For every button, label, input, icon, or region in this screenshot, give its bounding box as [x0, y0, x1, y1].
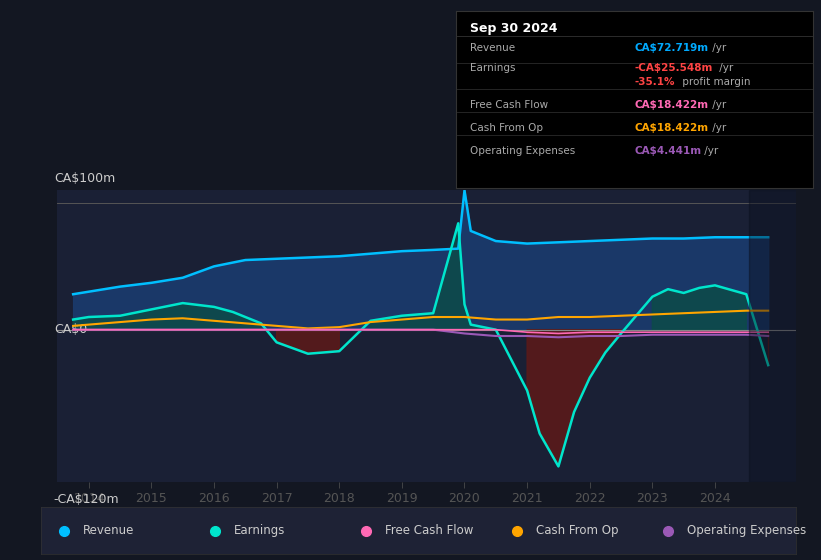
- Text: Revenue: Revenue: [470, 43, 515, 53]
- Text: Cash From Op: Cash From Op: [536, 524, 618, 537]
- Text: -CA$120m: -CA$120m: [54, 493, 119, 506]
- Text: CA$72.719m: CA$72.719m: [635, 43, 709, 53]
- Text: /yr: /yr: [709, 100, 726, 110]
- Text: CA$100m: CA$100m: [54, 171, 115, 185]
- Text: CA$4.441m: CA$4.441m: [635, 146, 701, 156]
- Text: Revenue: Revenue: [83, 524, 134, 537]
- Text: -35.1%: -35.1%: [635, 77, 675, 87]
- Text: profit margin: profit margin: [679, 77, 750, 87]
- Text: Earnings: Earnings: [234, 524, 285, 537]
- Text: Free Cash Flow: Free Cash Flow: [470, 100, 548, 110]
- Text: Earnings: Earnings: [470, 63, 516, 73]
- Text: Operating Expenses: Operating Expenses: [687, 524, 806, 537]
- Text: CA$18.422m: CA$18.422m: [635, 100, 709, 110]
- Text: /yr: /yr: [709, 123, 726, 133]
- Text: /yr: /yr: [717, 63, 734, 73]
- Text: Operating Expenses: Operating Expenses: [470, 146, 576, 156]
- Text: -CA$25.548m: -CA$25.548m: [635, 63, 713, 73]
- Text: Sep 30 2024: Sep 30 2024: [470, 22, 557, 35]
- Text: CA$0: CA$0: [54, 323, 87, 336]
- Text: Cash From Op: Cash From Op: [470, 123, 543, 133]
- Text: CA$18.422m: CA$18.422m: [635, 123, 709, 133]
- Text: /yr: /yr: [709, 43, 726, 53]
- Text: /yr: /yr: [701, 146, 718, 156]
- Bar: [750, 190, 809, 482]
- Text: Free Cash Flow: Free Cash Flow: [385, 524, 473, 537]
